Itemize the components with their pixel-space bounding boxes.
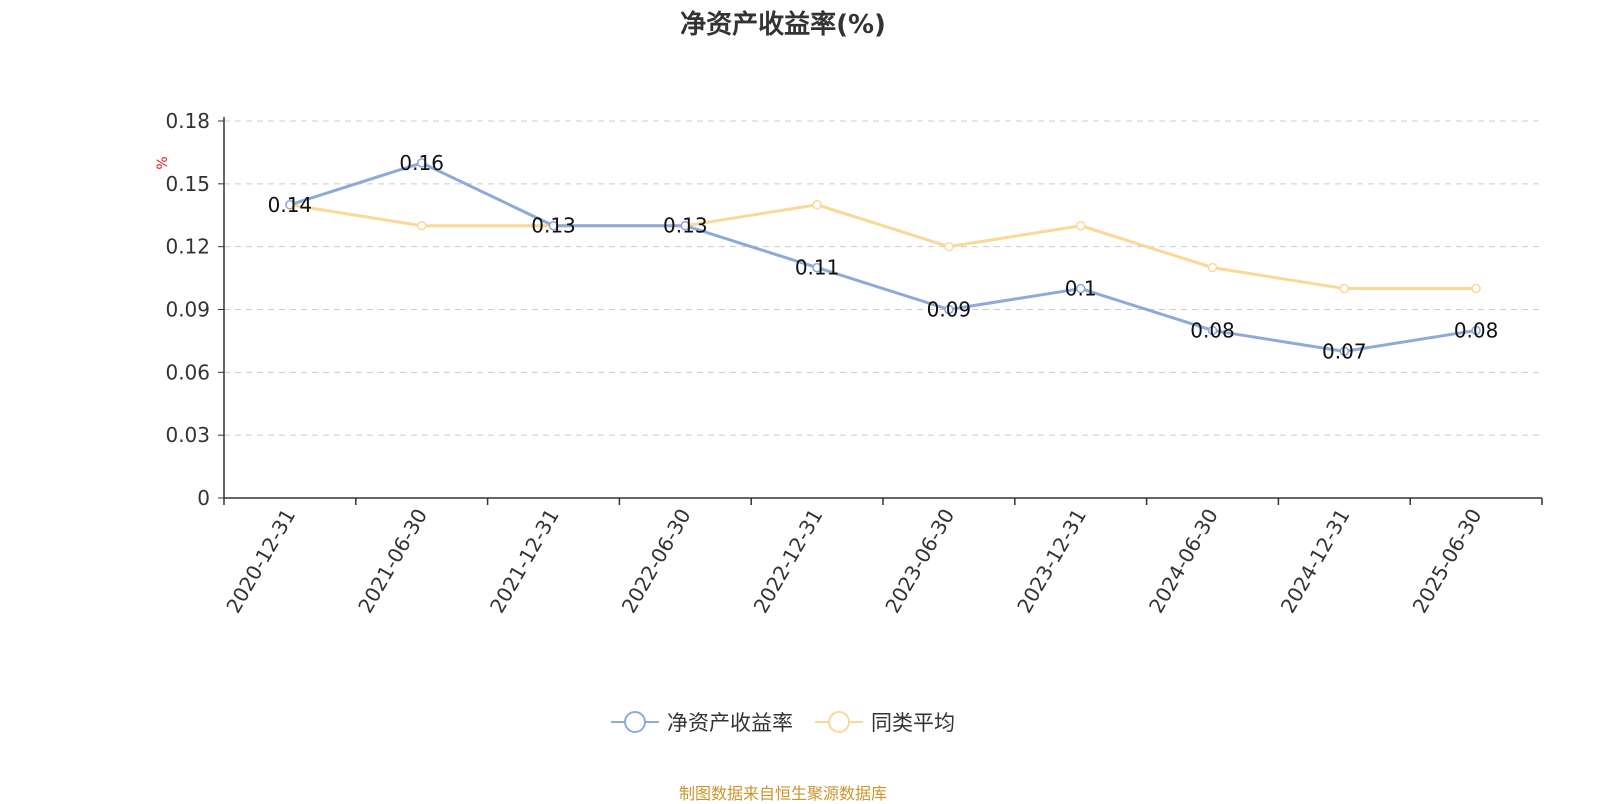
x-tick-label: 2022-12-31 xyxy=(749,505,828,618)
x-tick-label: 2025-06-30 xyxy=(1408,505,1487,618)
chart-title: 净资产收益率(%) xyxy=(680,10,886,40)
legend-label-series2: 同类平均 xyxy=(871,711,955,735)
series-1-point xyxy=(416,158,427,168)
y-tick-label: 0.09 xyxy=(165,298,210,322)
y-tick-label: 0.06 xyxy=(165,360,210,384)
series-1-point xyxy=(944,304,954,315)
y-tick-label: 0.15 xyxy=(165,172,210,196)
series-2-point xyxy=(416,220,427,231)
legend: 净资产收益率 同类平均 xyxy=(0,707,1566,737)
series-1-point xyxy=(285,200,295,210)
series-1-point xyxy=(548,220,559,231)
y-tick-label: 0 xyxy=(197,486,210,510)
series-2-point xyxy=(1207,262,1218,273)
series-2-point xyxy=(1075,220,1086,231)
y-tick-label: 0.03 xyxy=(165,423,210,447)
series-line-2 xyxy=(289,203,1477,291)
data-label: 0.1 xyxy=(1065,277,1097,301)
x-tick-label: 2022-06-30 xyxy=(617,505,696,618)
data-label: 0.07 xyxy=(1322,339,1367,363)
data-label: 0.14 xyxy=(268,193,313,217)
legend-item-series1[interactable]: 净资产收益率 xyxy=(611,707,793,737)
series-1-point xyxy=(1075,283,1086,294)
legend-label-series1: 净资产收益率 xyxy=(667,711,793,735)
legend-swatch-series1 xyxy=(611,708,659,736)
series-1-point xyxy=(1207,325,1218,336)
series-1-point xyxy=(1471,325,1481,336)
y-tick-label: 0.12 xyxy=(165,235,210,259)
x-tick-label: 2023-12-31 xyxy=(1012,505,1091,618)
series-2-point xyxy=(1471,283,1481,294)
series-2-point xyxy=(944,241,954,252)
x-tick-label: 2024-12-31 xyxy=(1276,505,1355,618)
x-tick-label: 2024-06-30 xyxy=(1144,505,1223,618)
y-axis-unit-label: % xyxy=(155,156,171,169)
data-label: 0.08 xyxy=(1190,318,1235,342)
data-label: 0.16 xyxy=(399,151,444,175)
x-tick-label: 2021-06-30 xyxy=(353,505,432,618)
series-2-point xyxy=(1339,283,1350,294)
x-tick-label: 2020-12-31 xyxy=(221,505,300,618)
x-tick-label: 2023-06-30 xyxy=(880,505,959,618)
data-label: 0.13 xyxy=(663,214,708,238)
data-label: 0.11 xyxy=(795,256,840,280)
series-1-point xyxy=(680,220,691,231)
series-2-point xyxy=(812,200,822,210)
data-label: 0.13 xyxy=(531,214,576,238)
series-1-point xyxy=(812,262,822,273)
legend-swatch-series2 xyxy=(815,708,863,736)
series-line-1 xyxy=(289,161,1477,353)
y-tick-label: 0.18 xyxy=(165,109,210,133)
x-tick-label: 2021-12-31 xyxy=(485,505,564,618)
legend-item-series2[interactable]: 同类平均 xyxy=(815,707,955,737)
data-label: 0.09 xyxy=(927,298,972,322)
source-note: 制图数据来自恒生聚源数据库 xyxy=(678,784,887,803)
series-1-point xyxy=(1339,346,1350,357)
line-chart: 0 0.03 0.06 0.09 0.12 0.15 0.18% 2020-12-31 2021… xyxy=(155,109,1543,618)
data-label: 0.08 xyxy=(1454,318,1499,342)
